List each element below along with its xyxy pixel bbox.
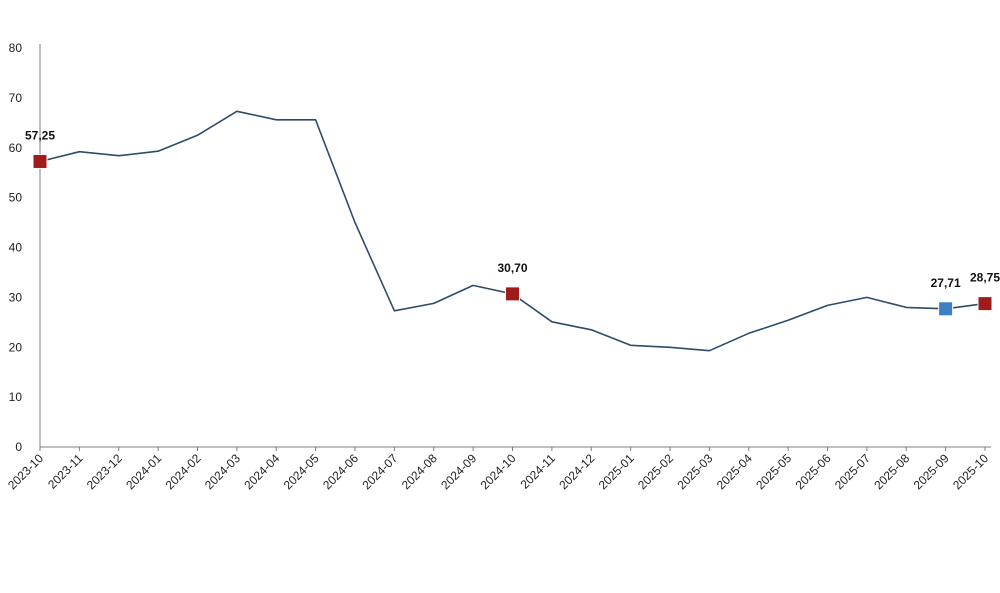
x-tick-label: 2025-08 [871, 451, 912, 492]
x-tick-label: 2024-02 [163, 451, 204, 492]
x-tick-label: 2023-10 [5, 451, 46, 492]
x-tick-label: 2024-09 [438, 451, 479, 492]
highlight-markers [32, 153, 993, 317]
x-tick-label: 2024-07 [359, 451, 400, 492]
y-tick-label: 70 [9, 91, 23, 105]
x-tick-label: 2024-03 [202, 451, 243, 492]
x-tick-label: 2023-12 [84, 451, 125, 492]
y-tick-label: 50 [9, 191, 23, 205]
data-label: 27,71 [931, 276, 961, 290]
y-tick-label: 20 [9, 340, 23, 354]
x-tick-label: 2025-01 [596, 451, 637, 492]
x-tick-label: 2024-08 [399, 451, 440, 492]
x-tick-label: 2025-04 [714, 451, 755, 492]
x-tick-label: 2025-03 [674, 451, 715, 492]
x-tick-label: 2024-12 [556, 451, 597, 492]
highlight-marker [32, 153, 48, 169]
x-tick-label: 2025-05 [753, 451, 794, 492]
x-tick-label: 2024-10 [478, 451, 519, 492]
x-tick-label: 2025-10 [950, 451, 991, 492]
x-tick-label: 2025-09 [911, 451, 952, 492]
y-tick-label: 40 [9, 241, 23, 255]
data-labels: 57,25 30,70 27,71 28,75 [25, 128, 1000, 289]
x-tick-label: 2024-05 [281, 451, 322, 492]
x-tick-label: 2024-04 [241, 451, 282, 492]
x-tick-label: 2023-11 [45, 451, 86, 492]
y-tick-labels: 0 10 20 30 40 50 60 70 80 [9, 41, 23, 454]
axes [39, 44, 991, 448]
data-label: 57,25 [25, 128, 55, 142]
highlight-marker [505, 286, 520, 302]
y-tick-label: 30 [9, 290, 23, 304]
y-tick-label: 80 [9, 41, 23, 55]
highlight-marker [938, 301, 954, 317]
x-tick-label: 2025-06 [793, 451, 834, 492]
series-group [39, 110, 986, 352]
x-tick-label: 2024-01 [123, 451, 164, 492]
x-tick-label: 2025-02 [635, 451, 676, 492]
highlight-marker [977, 296, 993, 312]
x-tick-labels: 2023-102023-112023-122024-012024-022024-… [5, 447, 991, 492]
data-label: 30,70 [497, 261, 527, 275]
y-tick-label: 0 [15, 440, 22, 454]
y-tick-label: 10 [9, 390, 23, 404]
x-tick-label: 2025-07 [832, 451, 873, 492]
y-tick-label: 60 [9, 141, 23, 155]
data-label: 28,75 [970, 271, 1000, 285]
series-line [39, 110, 986, 352]
x-tick-label: 2024-06 [320, 451, 361, 492]
x-tick-label: 2024-11 [518, 451, 559, 492]
